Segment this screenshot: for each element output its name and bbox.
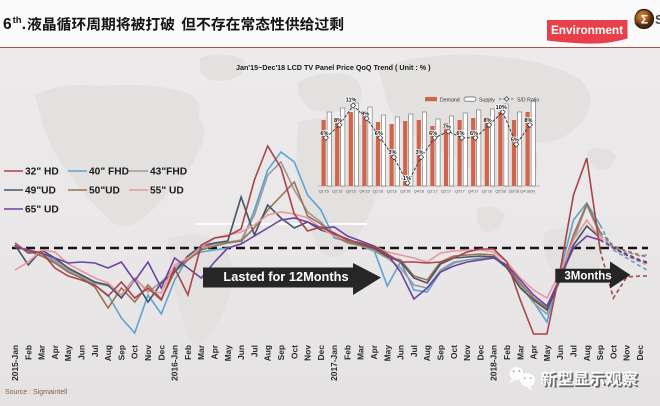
svg-text:Aug: Aug <box>263 345 273 361</box>
svg-text:Dec: Dec <box>635 345 645 361</box>
svg-text:6: 6 <box>3 16 12 33</box>
svg-text:Q2'17: Q2'17 <box>441 189 451 194</box>
svg-text:Feb: Feb <box>342 345 352 360</box>
svg-text:3Months: 3Months <box>564 271 611 283</box>
svg-text:Lasted for 12Months: Lasted for 12Months <box>223 269 348 284</box>
svg-text:May: May <box>63 345 73 362</box>
svg-text:8%: 8% <box>334 118 342 124</box>
svg-text:Oct: Oct <box>289 345 299 359</box>
svg-text:Q1'15: Q1'15 <box>319 189 329 194</box>
svg-text:-1%: -1% <box>401 176 411 182</box>
svg-text:Oct: Oct <box>608 345 618 359</box>
svg-text:Jun: Jun <box>77 345 87 360</box>
svg-text:Apr: Apr <box>369 344 379 359</box>
svg-text:Aug: Aug <box>582 345 592 361</box>
svg-text:8%: 8% <box>524 118 532 124</box>
svg-text:Jul: Jul <box>249 345 259 357</box>
svg-text:49"UD: 49"UD <box>25 186 56 197</box>
svg-text:50"UD: 50"UD <box>89 186 120 197</box>
svg-text:Q4'18(F): Q4'18(F) <box>520 189 536 194</box>
svg-text:Mar: Mar <box>515 344 525 360</box>
svg-text:May: May <box>542 345 552 362</box>
svg-text:6%: 6% <box>470 131 478 137</box>
svg-text:5%: 5% <box>511 137 519 143</box>
svg-text:Feb: Feb <box>183 345 193 360</box>
svg-text:Q2'16: Q2'16 <box>387 189 397 194</box>
svg-text:43"FHD: 43"FHD <box>150 167 187 178</box>
svg-text:Jul: Jul <box>90 345 100 357</box>
svg-text:Q1'17: Q1'17 <box>427 189 437 194</box>
svg-text:May: May <box>382 345 392 362</box>
svg-text:55" UD: 55" UD <box>150 186 184 197</box>
svg-text:6%: 6% <box>456 131 464 137</box>
svg-text:Dec: Dec <box>316 345 326 361</box>
svg-text:Sep: Sep <box>116 345 126 360</box>
svg-text:2018-Jan: 2018-Jan <box>489 345 499 381</box>
svg-text:.: . <box>22 16 26 33</box>
svg-text:S: S <box>655 12 660 27</box>
svg-text:Apr: Apr <box>529 344 539 359</box>
svg-text:3%: 3% <box>388 150 396 156</box>
svg-text:Q1'16: Q1'16 <box>373 189 383 194</box>
svg-text:Feb: Feb <box>502 345 512 360</box>
svg-text:3%: 3% <box>416 150 424 156</box>
svg-text:May: May <box>223 345 233 362</box>
svg-text:Nov: Nov <box>303 345 313 361</box>
svg-text:Nov: Nov <box>462 345 472 361</box>
svg-text:Nov: Nov <box>143 345 153 361</box>
svg-text:Aug: Aug <box>103 345 113 361</box>
svg-text:Q3'16: Q3'16 <box>400 189 410 194</box>
svg-text:6%: 6% <box>375 131 383 137</box>
svg-text:32" HD: 32" HD <box>25 167 59 178</box>
svg-text:Q2'18: Q2'18 <box>495 189 505 194</box>
svg-text:9%: 9% <box>361 112 369 118</box>
svg-text:2017-Jan: 2017-Jan <box>329 345 339 381</box>
svg-text:Q2'15: Q2'15 <box>332 189 342 194</box>
svg-text:Q3'18: Q3'18 <box>509 189 519 194</box>
svg-text:Jul: Jul <box>409 345 419 357</box>
svg-text:Q3'17: Q3'17 <box>455 189 465 194</box>
svg-text:Jul: Jul <box>569 345 579 357</box>
svg-text:Mar: Mar <box>356 344 366 360</box>
svg-text:Σ: Σ <box>641 13 648 27</box>
svg-text:Q1'18: Q1'18 <box>482 189 492 194</box>
svg-text:Q4'15: Q4'15 <box>359 189 369 194</box>
svg-text:Environment: Environment <box>551 23 623 37</box>
svg-text:65" UD: 65" UD <box>25 205 59 216</box>
svg-text:2016-Jan: 2016-Jan <box>170 345 180 381</box>
svg-text:Jun: Jun <box>396 345 406 360</box>
svg-text:S/D Ratio: S/D Ratio <box>517 98 539 104</box>
svg-text:10%: 10% <box>496 105 507 111</box>
svg-text:Apr: Apr <box>50 344 60 359</box>
svg-text:Sep: Sep <box>595 345 605 360</box>
svg-text:Q4'16: Q4'16 <box>414 189 424 194</box>
svg-text:Sep: Sep <box>436 345 446 360</box>
svg-text:Nov: Nov <box>622 345 632 361</box>
svg-text:Demand: Demand <box>440 98 460 104</box>
svg-text:Mar: Mar <box>37 344 47 360</box>
svg-text:8%: 8% <box>484 118 492 124</box>
svg-text:Sep: Sep <box>276 345 286 360</box>
svg-text:Jun: Jun <box>236 345 246 360</box>
svg-text:11%: 11% <box>346 98 357 104</box>
svg-text:Supply: Supply <box>479 98 495 104</box>
svg-text:2015-Jan: 2015-Jan <box>10 345 20 381</box>
svg-text:th: th <box>13 15 22 26</box>
svg-text:Dec: Dec <box>156 345 166 361</box>
svg-text:Q3'15: Q3'15 <box>346 189 356 194</box>
svg-text:6%: 6% <box>429 131 437 137</box>
svg-text:Oct: Oct <box>449 345 459 359</box>
svg-text:Dec: Dec <box>475 345 485 361</box>
svg-text:Aug: Aug <box>422 345 432 361</box>
svg-text:7%: 7% <box>443 124 451 130</box>
svg-text:40" FHD: 40" FHD <box>89 167 129 178</box>
svg-text:Jun: Jun <box>555 345 565 360</box>
svg-text:Apr: Apr <box>210 344 220 359</box>
svg-text:Oct: Oct <box>130 345 140 359</box>
svg-text:Feb: Feb <box>23 345 33 360</box>
svg-text:6%: 6% <box>320 131 328 137</box>
svg-text:Q4'17: Q4'17 <box>468 189 478 194</box>
svg-text:Mar: Mar <box>196 344 206 360</box>
